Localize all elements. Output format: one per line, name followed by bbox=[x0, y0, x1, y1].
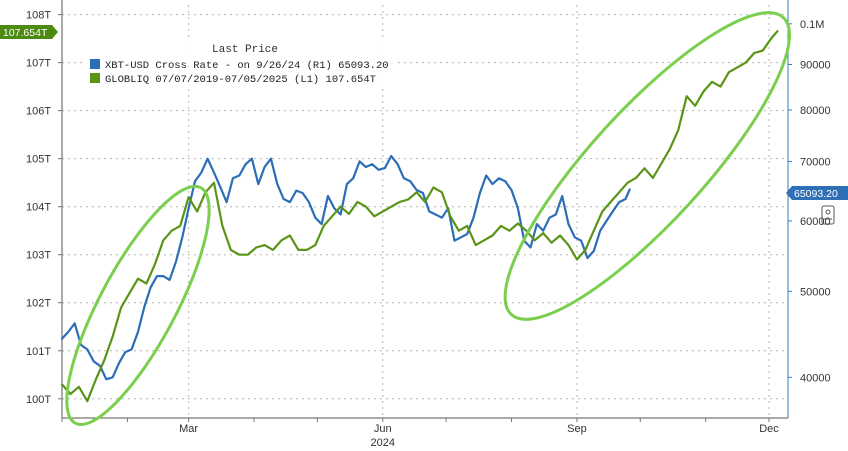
right-tick-label: 0.1M bbox=[800, 19, 824, 31]
left-tick-label: 106T bbox=[26, 106, 51, 118]
left-last-value-text: 107.654T bbox=[3, 27, 48, 39]
x-tick-label: Mar bbox=[179, 423, 198, 435]
left-axis-ticks: 100T 101T 102T 103T 104T 105T 106T 107T 108T bbox=[26, 10, 62, 406]
right-tick-label: 70000 bbox=[800, 156, 831, 168]
left-tick-label: 108T bbox=[26, 10, 51, 22]
legend-entry-xbt: XBT-USD Cross Rate - on 9/26/24 (R1) 650… bbox=[105, 60, 389, 72]
right-last-value-tag bbox=[786, 186, 848, 200]
right-tick-label: 40000 bbox=[800, 372, 831, 384]
left-tick-label: 105T bbox=[26, 154, 51, 166]
left-tick-label: 107T bbox=[26, 58, 51, 70]
left-tick-label: 102T bbox=[26, 298, 51, 310]
series-layer bbox=[60, 30, 779, 403]
legend-swatch-globliq bbox=[90, 73, 100, 83]
left-tick-label: 101T bbox=[26, 346, 51, 358]
legend-title: Last Price bbox=[212, 44, 278, 56]
highlight-layer bbox=[65, 11, 791, 426]
x-year-label: 2024 bbox=[371, 437, 395, 449]
left-tick-label: 104T bbox=[26, 202, 51, 214]
legend-swatch-xbt bbox=[90, 59, 100, 69]
series-line-xbt bbox=[60, 154, 631, 381]
left-tick-label: 103T bbox=[26, 250, 51, 262]
x-tick-label: Dec bbox=[759, 423, 779, 435]
legend-entry-globliq: GLOBLIQ 07/07/2019-07/05/2025 (L1) 107.6… bbox=[105, 74, 376, 86]
left-tick-label: 100T bbox=[26, 394, 51, 406]
highlight-ellipse-2 bbox=[503, 11, 791, 321]
right-axis-ticks: 40000 50000 60000 70000 80000 90000 0.1M bbox=[788, 19, 831, 384]
highlight-ellipse-1 bbox=[65, 184, 211, 426]
right-tick-label: 60000 bbox=[800, 216, 831, 228]
speech-bubble-icon[interactable] bbox=[821, 205, 835, 225]
right-last-value-text: 65093.20 bbox=[794, 188, 838, 200]
x-tick-label: Jun bbox=[374, 423, 392, 435]
legend-box bbox=[86, 38, 396, 88]
right-tick-label: 50000 bbox=[800, 286, 831, 298]
x-axis-ticks: Mar Jun Sep Dec 2024 bbox=[61, 418, 779, 449]
legend: Last Price XBT-USD Cross Rate - on 9/26/… bbox=[86, 38, 396, 88]
left-last-value-tag bbox=[0, 25, 58, 39]
x-tick-label: Sep bbox=[567, 423, 587, 435]
right-tick-label: 90000 bbox=[800, 59, 831, 71]
series-line-globliq bbox=[60, 30, 779, 403]
axes bbox=[61, 0, 789, 419]
right-tick-label: 80000 bbox=[800, 105, 831, 117]
value-tags: 107.654T 65093.20 bbox=[0, 25, 848, 225]
